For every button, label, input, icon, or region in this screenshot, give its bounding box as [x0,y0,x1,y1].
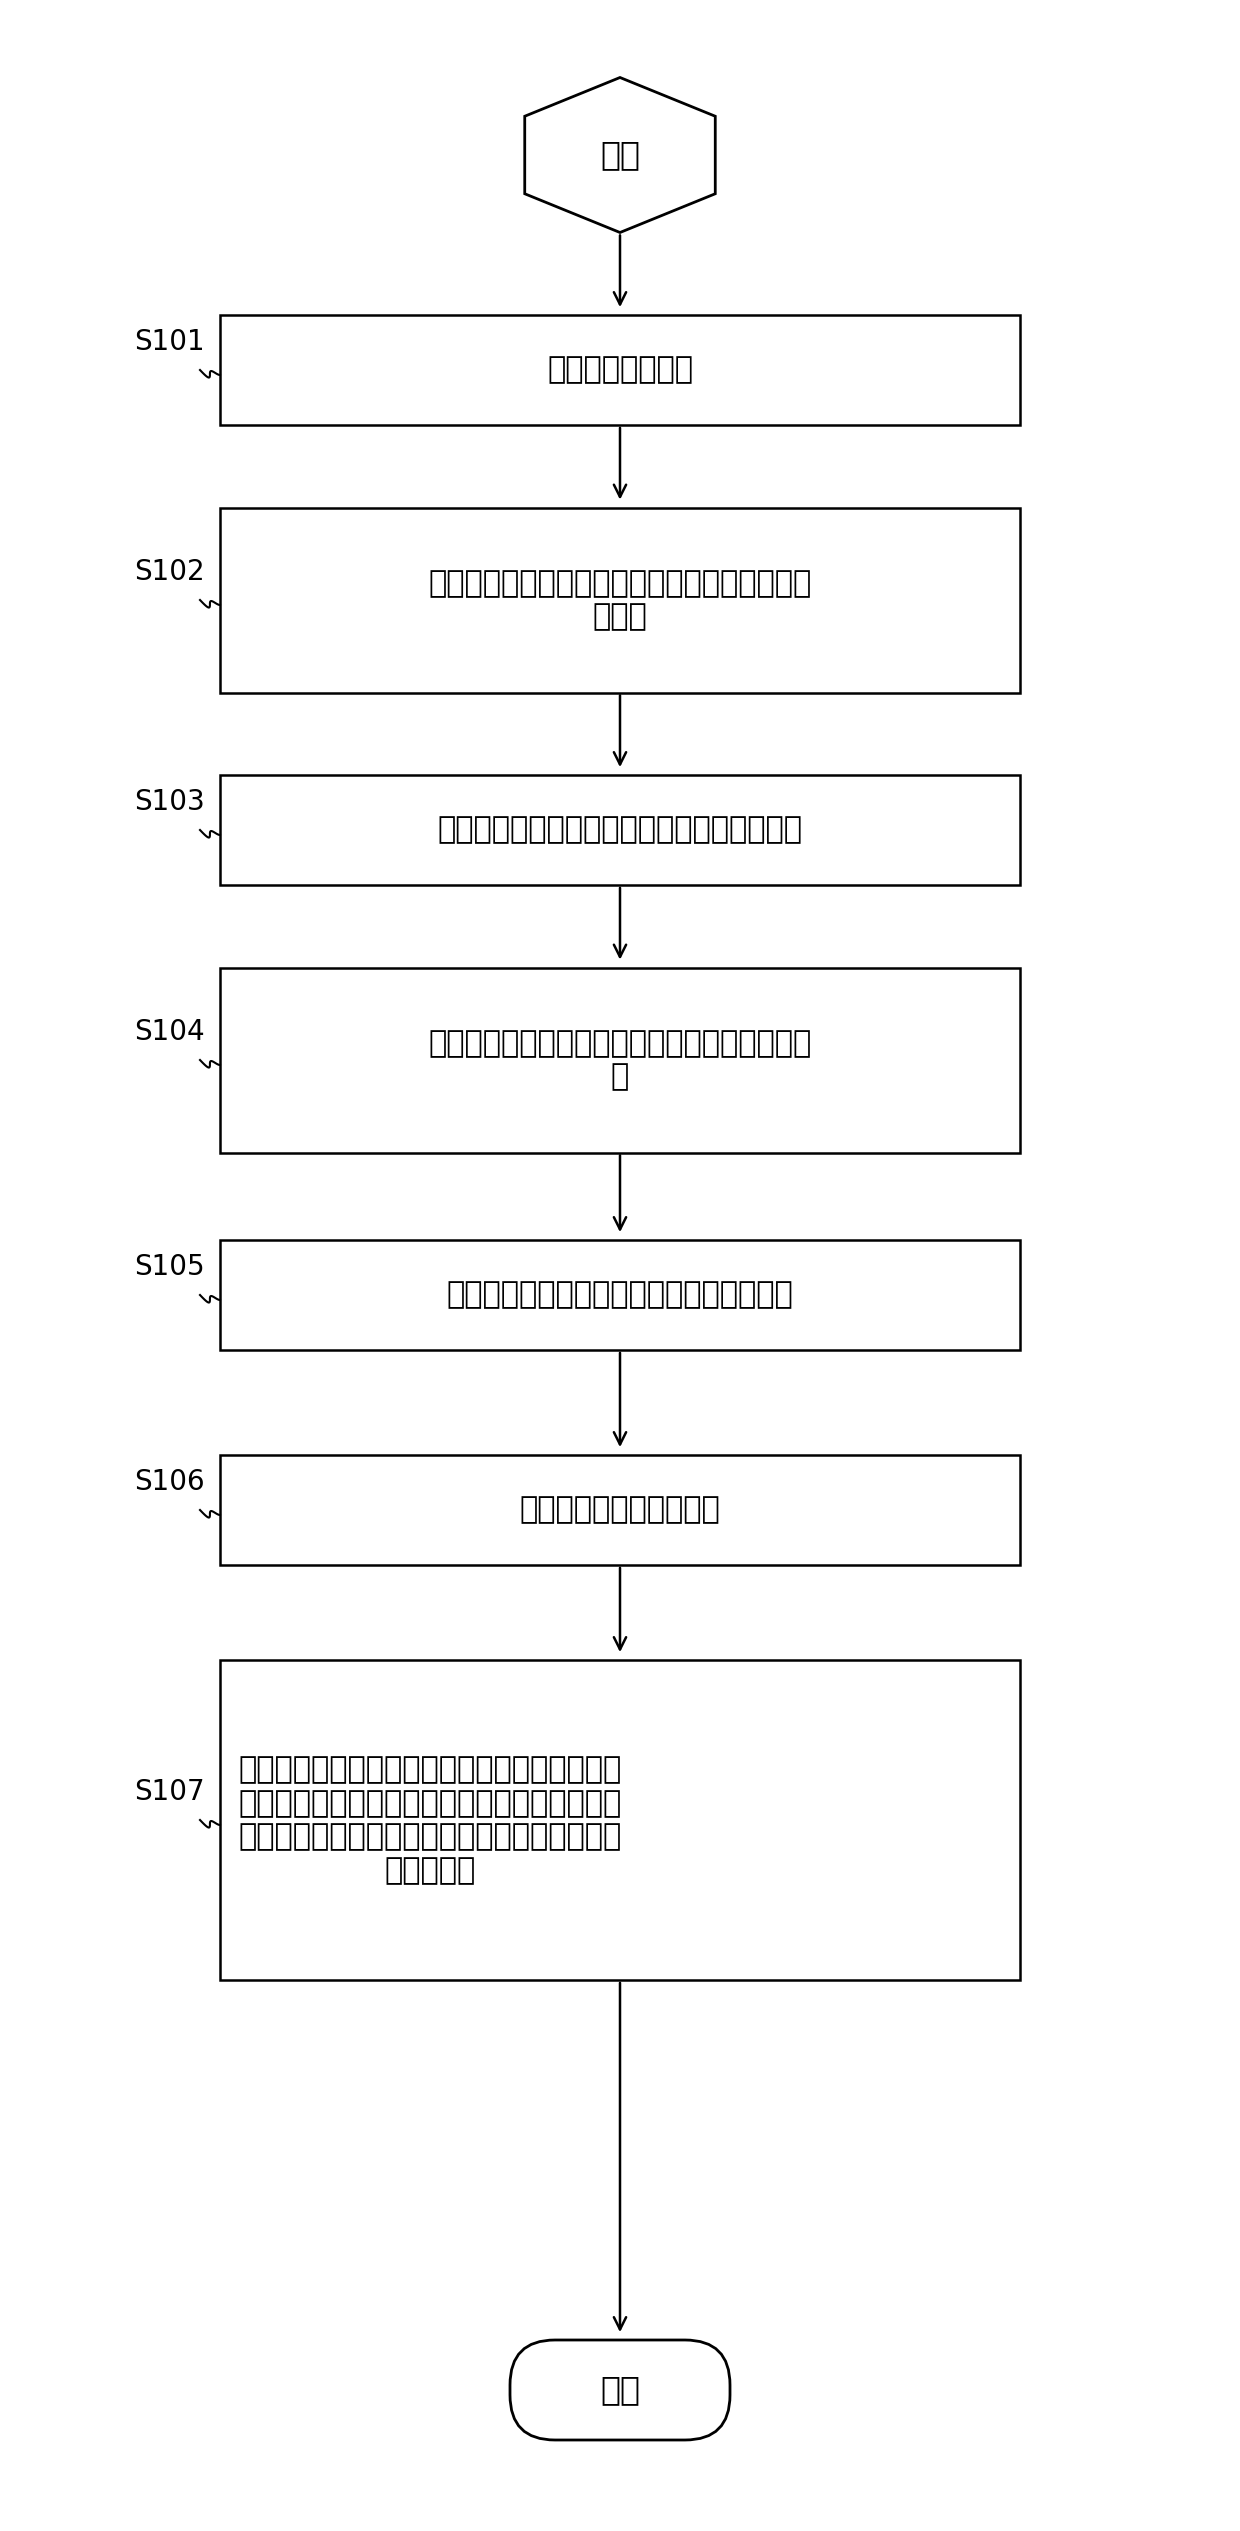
Text: 根据地层含水饱和度、地层含油气饱和度、地层
水电阻率对测井资料进行综合解释，得到当前储
层的地层含水饱和度、地层含油气饱和度以及地
层水电阻率: 根据地层含水饱和度、地层含油气饱和度、地层 水电阻率对测井资料进行综合解释，得到… [238,1754,621,1886]
Text: 开始: 开始 [600,139,640,172]
Text: S105: S105 [134,1253,205,1281]
Text: 选取多个地层样本: 选取多个地层样本 [547,354,693,385]
Bar [219,1455,1021,1564]
Text: S107: S107 [134,1777,205,1807]
Bar [219,774,1021,886]
Text: 根据所述的岩电关系模型确定地层水电阻率: 根据所述的岩电关系模型确定地层水电阻率 [446,1281,794,1309]
Text: 根据所述的地层含水饱和度确定地层含油气饱和
度: 根据所述的地层含水饱和度确定地层含油气饱和 度 [428,1028,812,1091]
Text: S101: S101 [134,329,205,357]
Text: 根据所述的岩电关系模型确定地层含水饱和度: 根据所述的岩电关系模型确定地层含水饱和度 [438,815,802,845]
Text: 采集当前储层的测井资料: 采集当前储层的测井资料 [520,1496,720,1524]
Text: S102: S102 [134,557,205,587]
Text: 结束: 结束 [600,2374,640,2407]
Bar [219,314,1021,425]
Bar [219,967,1021,1152]
Bar [219,1240,1021,1349]
Text: S103: S103 [134,787,205,815]
FancyBboxPatch shape [510,2341,730,2440]
Text: S104: S104 [134,1017,205,1045]
Text: 对所述的多个地层样本进行分析，确定出岩电关
系模型: 对所述的多个地层样本进行分析，确定出岩电关 系模型 [428,569,812,630]
Polygon shape [525,78,715,233]
Text: S106: S106 [134,1468,205,1496]
Bar [219,1660,1021,1979]
Bar [219,509,1021,693]
